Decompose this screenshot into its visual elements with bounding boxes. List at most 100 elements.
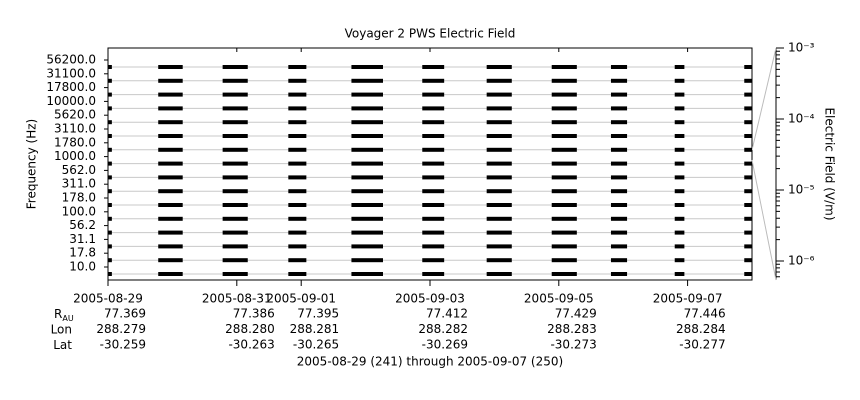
data-segment — [351, 120, 383, 125]
data-segment — [158, 272, 183, 276]
y-tick-label: 178.0 — [62, 191, 96, 205]
y-tick-label: 100.0 — [62, 204, 96, 218]
data-segment — [222, 65, 248, 69]
data-segment — [674, 258, 685, 263]
data-segment — [486, 175, 512, 180]
y-tick-label: 31100.0 — [46, 66, 96, 80]
data-segment — [744, 189, 752, 194]
data-segment — [222, 147, 248, 152]
data-segment — [158, 230, 183, 235]
data-segment — [158, 92, 183, 97]
data-segment — [351, 175, 383, 180]
x-tick-label: 2005-09-05 — [524, 292, 594, 306]
footer: 2005-08-29 (241) through 2005-09-07 (250… — [297, 355, 563, 369]
ephemeris-row-label: Lon — [51, 322, 72, 336]
y-tick-label: 17800.0 — [46, 80, 96, 94]
data-segment — [158, 175, 183, 180]
data-segment — [222, 272, 248, 276]
ephemeris-value: 77.369 — [104, 307, 146, 321]
ephemeris-value: 77.412 — [426, 307, 468, 321]
ephemeris-value: 77.429 — [555, 307, 597, 321]
data-segment — [158, 244, 183, 249]
data-segment — [610, 106, 628, 111]
data-segment — [551, 78, 577, 83]
data-segment — [422, 65, 445, 69]
data-segment — [674, 216, 685, 221]
data-segment — [610, 230, 628, 235]
data-segment — [551, 189, 577, 194]
data-segment — [158, 203, 183, 207]
data-segment — [222, 134, 248, 138]
data-segment — [674, 203, 685, 207]
data-segment — [610, 175, 628, 180]
data-segment — [610, 65, 628, 69]
data-segment — [158, 120, 183, 125]
connector-line — [751, 159, 777, 281]
data-segment — [108, 134, 112, 138]
data-segment — [610, 203, 628, 207]
data-segment — [351, 161, 383, 166]
data-segment — [288, 65, 307, 69]
data-segment — [222, 78, 248, 83]
data-segment — [486, 134, 512, 138]
data-segment — [158, 258, 183, 263]
data-segment — [351, 106, 383, 111]
data-segment — [108, 92, 112, 97]
ephemeris-value: -30.263 — [228, 338, 274, 352]
ephemeris-row-label-subscript: AU — [62, 314, 73, 323]
data-segment — [351, 244, 383, 249]
data-segment — [351, 189, 383, 194]
ephemeris-value: 288.282 — [418, 322, 468, 336]
data-segment — [351, 147, 383, 152]
data-segment — [486, 92, 512, 97]
data-segment — [422, 147, 445, 152]
data-segment — [222, 120, 248, 125]
y2-tick-label: 10⁻⁴ — [788, 111, 815, 125]
data-segment — [351, 203, 383, 207]
y-tick-label: 10000.0 — [46, 94, 96, 108]
data-segment — [422, 106, 445, 111]
data-segment — [108, 161, 112, 166]
x-tick-label: 2005-08-31 — [202, 292, 272, 306]
y-tick-label: 1000.0 — [54, 149, 96, 163]
data-segment — [744, 272, 752, 276]
data-segment — [610, 189, 628, 194]
y-tick-label: 5620.0 — [54, 108, 96, 122]
y2-tick-label: 10⁻⁵ — [788, 182, 815, 196]
data-segment — [674, 120, 685, 125]
data-segment — [674, 134, 685, 138]
data-segment — [422, 203, 445, 207]
data-segment — [351, 78, 383, 83]
ephemeris-value: -30.265 — [293, 338, 339, 352]
y-tick-label: 56.2 — [69, 218, 96, 232]
data-segment — [744, 106, 752, 111]
ephemeris-row-label-text: Lat — [53, 338, 72, 352]
data-segment — [674, 106, 685, 111]
data-segment — [222, 189, 248, 194]
data-segment — [610, 272, 628, 276]
ephemeris-row-label-text: Lon — [51, 322, 72, 336]
data-segment — [674, 147, 685, 152]
data-segment — [674, 244, 685, 249]
ephemeris-row-label-text: R — [54, 307, 62, 321]
data-segment — [551, 106, 577, 111]
x-tick-label: 2005-09-01 — [266, 292, 336, 306]
ephemeris-value: 77.446 — [684, 307, 726, 321]
data-segment — [422, 92, 445, 97]
data-segment — [486, 65, 512, 69]
data-segment — [158, 216, 183, 221]
data-segment — [108, 203, 112, 207]
data-segment — [551, 65, 577, 69]
data-segment — [486, 120, 512, 125]
data-segment — [351, 216, 383, 221]
data-segment — [422, 216, 445, 221]
data-segment — [288, 203, 307, 207]
ephemeris-value: -30.269 — [422, 338, 468, 352]
ephemeris-value: 288.280 — [225, 322, 275, 336]
data-segment — [744, 161, 752, 166]
data-segment — [551, 161, 577, 166]
data-segment — [551, 175, 577, 180]
y-tick-label: 56200.0 — [46, 53, 96, 67]
data-segment — [551, 147, 577, 152]
data-segment — [744, 230, 752, 235]
